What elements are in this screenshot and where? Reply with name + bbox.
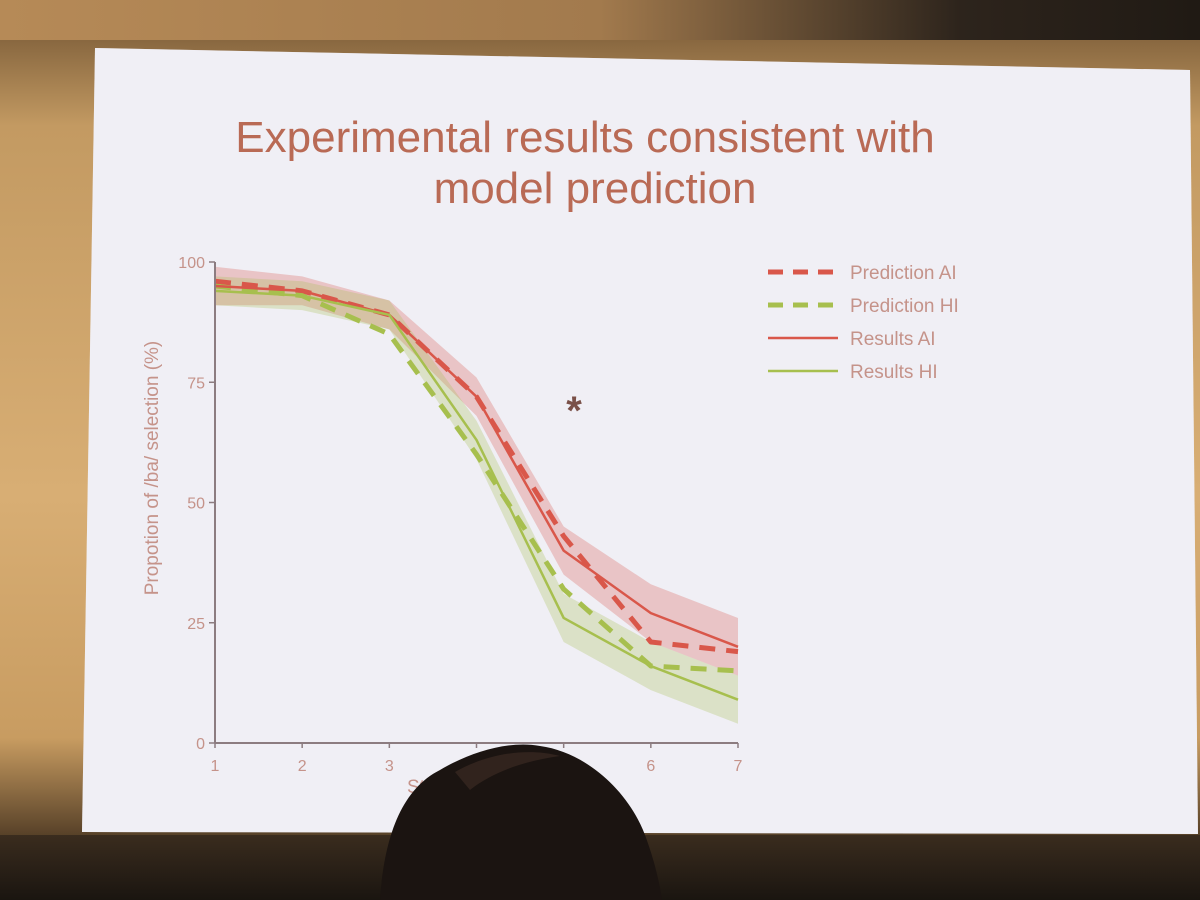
x-tick-label: 5 [559, 758, 568, 775]
x-tick-label: 3 [385, 758, 394, 775]
legend-label-prediction-ai: Prediction AI [850, 263, 957, 284]
band-results-ai [215, 266, 738, 676]
x-tick-label: 4 [472, 758, 481, 775]
slide-title-line-2: model prediction [434, 164, 757, 213]
y-axis-ticks: 0 25 50 75 100 [178, 255, 215, 753]
room-wall-top [0, 0, 1200, 40]
legend-label-results-hi: Results HI [850, 362, 938, 383]
x-axis-label: Sti [407, 777, 429, 798]
significance-asterisk: * [566, 389, 582, 433]
y-tick-label: 0 [196, 736, 205, 753]
slide-title-line-1: Experimental results consistent with [235, 113, 934, 162]
series-line-results-ai [214, 284, 739, 648]
legend-label-prediction-hi: Prediction HI [850, 296, 959, 317]
y-tick-label: 25 [187, 616, 205, 633]
slide-sheen [82, 48, 1198, 834]
x-tick-label: 1 [211, 758, 220, 775]
slide-surface [82, 48, 1198, 834]
x-tick-label: 2 [298, 758, 307, 775]
y-tick-label: 75 [187, 375, 205, 392]
chart-legend: Prediction AI Prediction HI Results AI Resu… [768, 263, 959, 383]
y-tick-label: 100 [178, 255, 205, 272]
series-lines [214, 278, 739, 701]
series-line-results-hi [214, 289, 739, 701]
y-tick-label: 50 [187, 496, 205, 513]
legend-label-results-ai: Results AI [850, 329, 936, 350]
x-tick-label: 6 [646, 758, 655, 775]
y-axis-label: Propotion of /ba/ selection (%) [142, 341, 163, 596]
x-tick-label: 7 [734, 758, 743, 775]
